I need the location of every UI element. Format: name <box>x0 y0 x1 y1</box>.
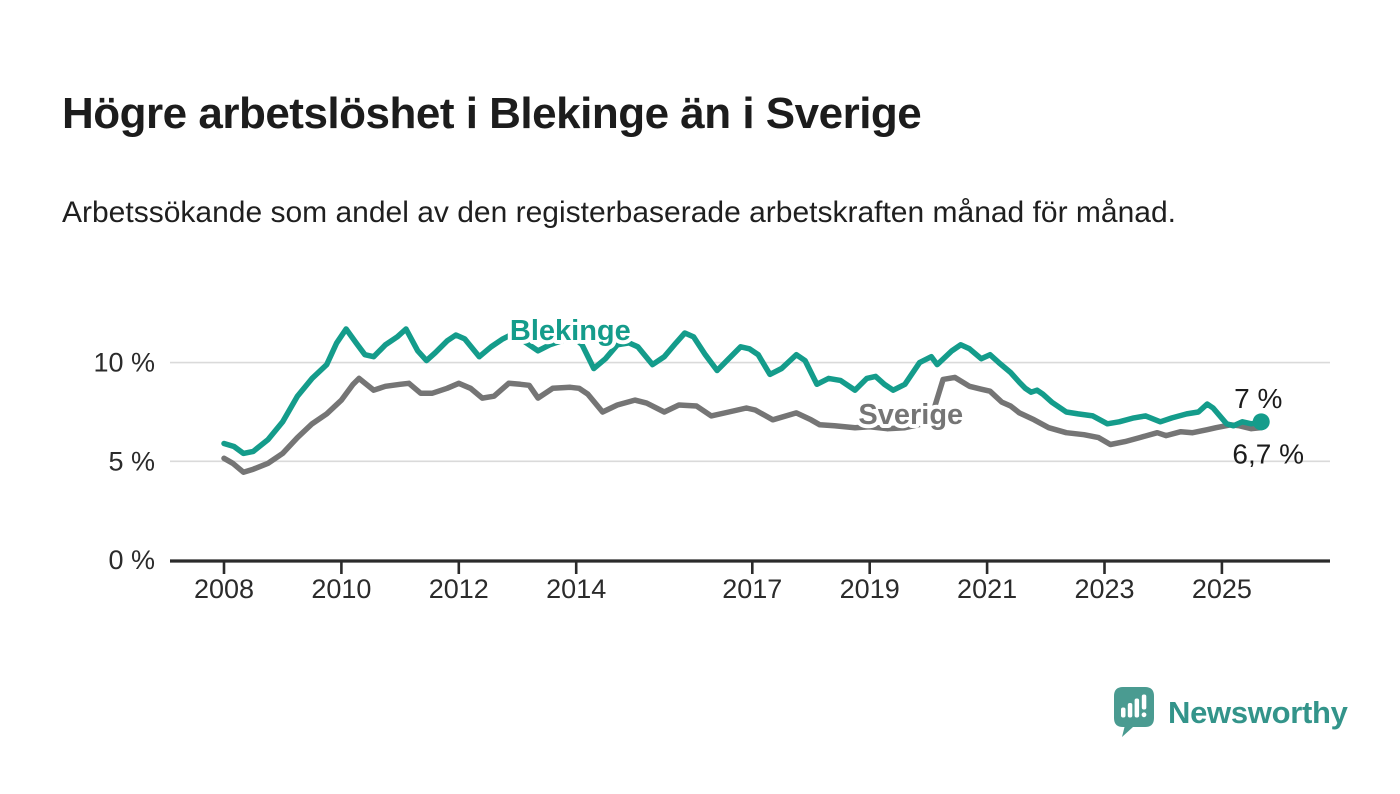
blekinge-line <box>221 326 1264 457</box>
sverige-end-value-label: 6,7 % <box>1232 439 1304 470</box>
y-tick-label: 5 % <box>108 446 155 476</box>
x-tick-label: 2021 <box>957 574 1017 604</box>
newsworthy-brand-text: Newsworthy <box>1168 694 1348 730</box>
newsworthy-logo-icon <box>1114 687 1154 737</box>
x-tick-label: 2023 <box>1074 574 1134 604</box>
x-tick-label: 2019 <box>840 574 900 604</box>
blekinge-series-label: Blekinge <box>510 315 631 347</box>
x-tick-label: 2012 <box>429 574 489 604</box>
blekinge-end-value-label: 7 % <box>1234 383 1282 414</box>
blekinge-end-dot <box>1252 413 1270 431</box>
x-tick-label: 2025 <box>1192 574 1252 604</box>
newsworthy-logo: Newsworthy <box>1114 687 1348 738</box>
sverige-line <box>221 374 1264 475</box>
y-tick-label: 0 % <box>108 545 155 575</box>
x-tick-label: 2017 <box>722 574 782 604</box>
x-tick-label: 2008 <box>194 574 254 604</box>
page-title: Högre arbetslöshet i Blekinge än i Sveri… <box>62 89 922 139</box>
page-subtitle: Arbetssökande som andel av den registerb… <box>62 196 1176 229</box>
sverige-series-label: Sverige <box>858 399 963 431</box>
y-tick-label: 10 % <box>93 348 155 378</box>
x-tick-label: 2014 <box>546 574 606 604</box>
x-tick-label: 2010 <box>311 574 371 604</box>
